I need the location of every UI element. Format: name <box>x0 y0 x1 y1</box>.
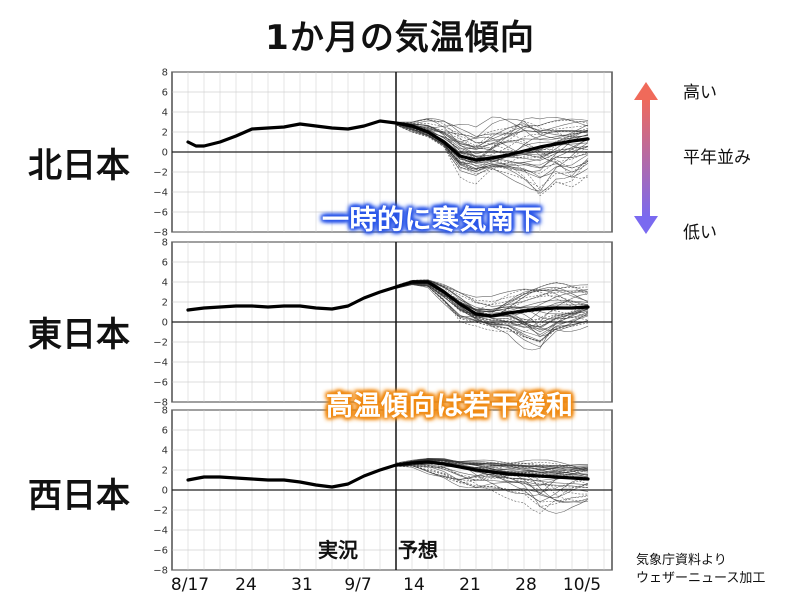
legend-arrow-up-head <box>634 82 658 100</box>
ensemble-member-line <box>395 122 589 169</box>
ensemble-member-line <box>395 465 589 514</box>
x-tick-label: 21 <box>459 575 481 595</box>
callout-north: 一時的に寒気南下 <box>322 205 542 236</box>
y-tick-label: −8 <box>153 228 168 239</box>
ensemble-member-line <box>395 124 589 188</box>
y-tick-label: −4 <box>153 358 168 369</box>
ensemble-member-line <box>395 463 589 485</box>
ensemble-member-line <box>395 123 589 173</box>
source-line-1: 気象庁資料より <box>636 553 727 568</box>
ensemble-member-line <box>395 465 589 503</box>
x-tick-label: 31 <box>291 575 313 595</box>
y-tick-label: 4 <box>162 278 168 289</box>
y-tick-label: −6 <box>153 378 168 389</box>
forecast-label: 予想 <box>398 538 438 562</box>
chart-panel-1: 8 6 4 2 0 −2 −4 −6 −8 <box>153 238 613 409</box>
ensemble-member-line <box>395 123 589 178</box>
y-tick-label: 6 <box>162 88 168 99</box>
y-tick-label: 0 <box>162 148 168 159</box>
y-tick-label: −2 <box>153 506 168 517</box>
ensemble-member-line <box>395 123 589 172</box>
x-tick-label: 14 <box>403 575 425 595</box>
y-tick-label: 2 <box>162 128 168 139</box>
y-tick-label: 4 <box>162 108 168 119</box>
ensemble-member-line <box>395 282 589 327</box>
chart-panel-0: 8 6 4 2 0 −2 −4 −6 −8 <box>153 68 613 239</box>
x-tick-label: 24 <box>235 575 257 595</box>
y-tick-label: 2 <box>162 298 168 309</box>
legend-arrow-down-head <box>634 216 658 234</box>
ensemble-member-line <box>395 465 589 503</box>
legend-high-label: 高い <box>683 83 717 103</box>
page-title: 1か月の気温傾向 <box>265 18 535 58</box>
ensemble-mean-line <box>186 280 590 318</box>
ensemble-member-line <box>395 123 589 158</box>
ensemble-member-line <box>395 465 589 514</box>
ensemble-member-line <box>395 464 589 502</box>
ensemble-member-line <box>395 458 589 473</box>
ensemble-member-line <box>395 463 589 488</box>
ensemble-member-line <box>395 122 589 150</box>
y-tick-label: 0 <box>162 486 168 497</box>
y-tick-label: −8 <box>153 566 168 577</box>
source-line-2: ウェザーニュース加工 <box>636 571 766 586</box>
ensemble-member-line <box>395 284 589 342</box>
x-tick-label: 8/17 <box>171 575 209 595</box>
ensemble-member-line <box>395 117 589 155</box>
ensemble-member-line <box>395 464 589 493</box>
legend-low-label: 低い <box>683 223 717 243</box>
y-tick-label: 8 <box>162 68 168 79</box>
ensemble-member-line <box>395 123 589 174</box>
y-tick-label: −2 <box>153 338 168 349</box>
y-tick-label: −6 <box>153 208 168 219</box>
callout-east-west: 高温傾向は若干緩和 <box>326 391 574 422</box>
ensemble-member-line <box>395 122 589 163</box>
y-tick-label: 6 <box>162 426 168 437</box>
legend-arrow-shaft <box>642 98 650 218</box>
y-tick-label: −8 <box>153 398 168 409</box>
legend-normal-label: 平年並み <box>683 148 751 168</box>
ensemble-member-line <box>395 122 589 159</box>
ensemble-member-line <box>395 463 589 488</box>
ensemble-member-line <box>395 122 589 139</box>
ensemble-member-line <box>395 117 589 144</box>
y-tick-label: 6 <box>162 258 168 269</box>
y-tick-label: −6 <box>153 546 168 557</box>
x-tick-label: 10/5 <box>563 575 601 595</box>
y-tick-label: −2 <box>153 168 168 179</box>
ensemble-member-line <box>395 124 589 191</box>
y-tick-label: −4 <box>153 188 168 199</box>
ensemble-mean-line <box>186 460 590 489</box>
y-tick-label: 8 <box>162 406 168 417</box>
x-tick-label: 9/7 <box>344 575 371 595</box>
ensemble-mean-line <box>186 119 590 162</box>
ensemble-member-line <box>395 279 589 313</box>
region-label-east: 東日本 <box>28 315 130 355</box>
ensemble-member-line <box>395 464 588 495</box>
y-tick-label: 4 <box>162 446 168 457</box>
ensemble-member-line <box>395 458 589 468</box>
y-tick-label: 2 <box>162 466 168 477</box>
ensemble-member-line <box>395 122 589 153</box>
y-tick-label: −4 <box>153 526 168 537</box>
region-label-north: 北日本 <box>28 146 130 186</box>
y-tick-label: 8 <box>162 238 168 249</box>
observed-label: 実況 <box>318 538 358 562</box>
ensemble-member-line <box>395 120 589 137</box>
x-tick-label: 28 <box>515 575 537 595</box>
region-label-west: 西日本 <box>28 476 130 516</box>
y-tick-label: 0 <box>162 318 168 329</box>
chart-panel-2: 8 6 4 2 0 −2 −4 −6 −88/17 24 31 9/7 14 21 28 10/5 <box>153 406 613 595</box>
